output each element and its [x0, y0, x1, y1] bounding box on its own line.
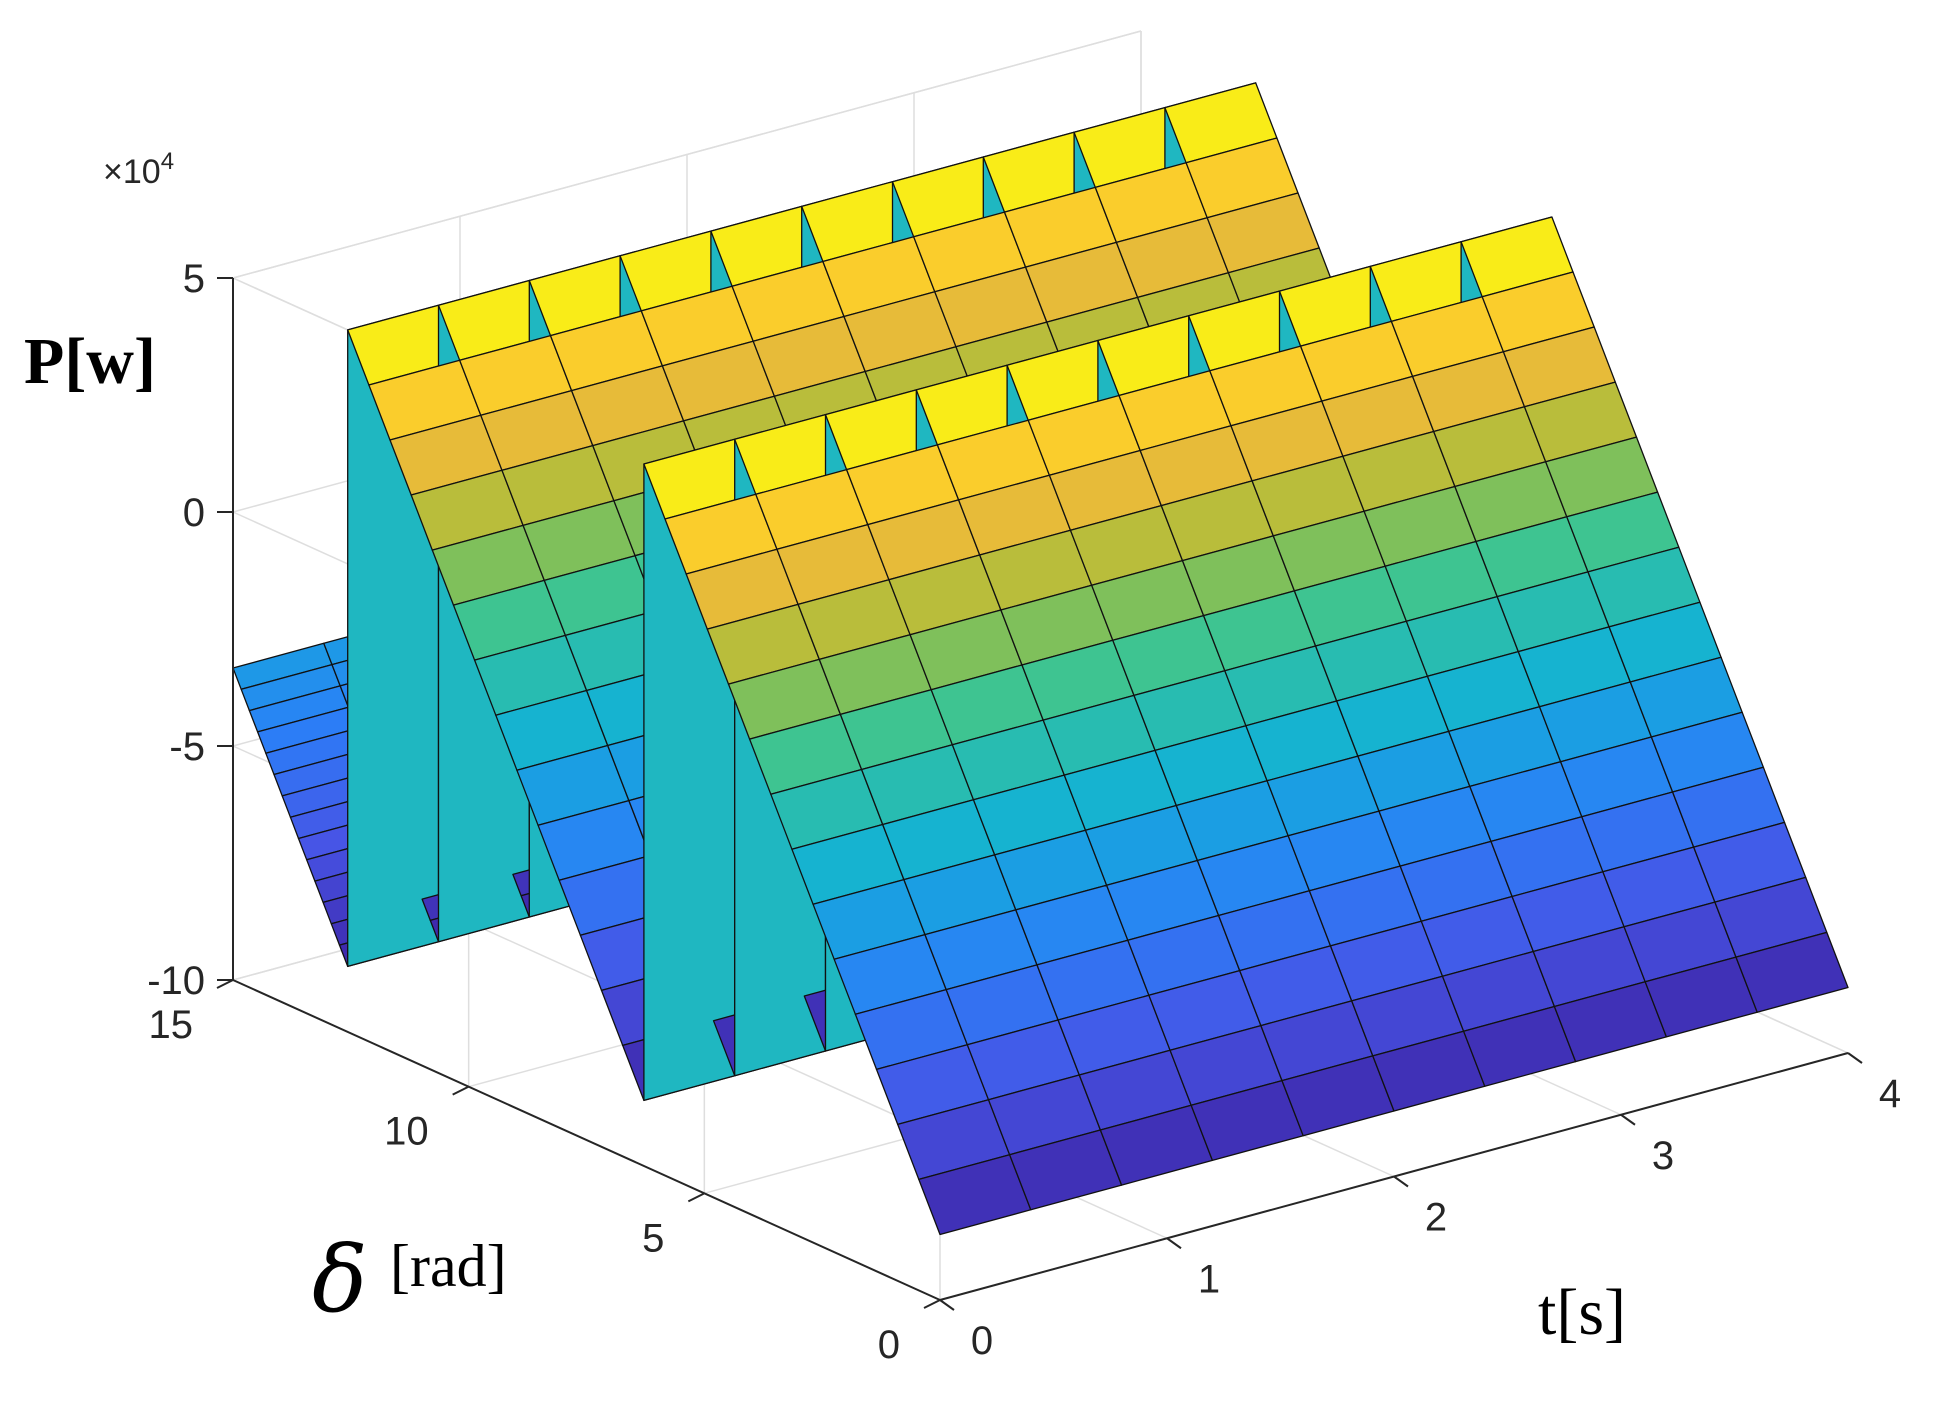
time-tick-label: 4 [1879, 1072, 1901, 1116]
z-tick-label: -10 [147, 959, 205, 1003]
delta-axis-line [232, 979, 941, 1301]
time-tick-mark [1393, 1175, 1409, 1188]
delta-tick-label: 15 [149, 1003, 194, 1047]
delta-tick-mark [216, 979, 234, 989]
z-exponent-label: ×104 [103, 148, 174, 191]
z-tick-label: 0 [183, 491, 205, 535]
time-tick-mark [1166, 1237, 1182, 1250]
y-axis-label-symbol: δ [312, 1226, 367, 1333]
time-tick-label: 3 [1652, 1134, 1674, 1178]
time-tick-label: 0 [971, 1319, 993, 1363]
box-edge [232, 30, 1142, 279]
surface-mesh [232, 82, 1849, 1236]
surface-face [1735, 931, 1849, 1013]
time-tick-label: 2 [1425, 1196, 1447, 1240]
delta-tick-label: 10 [384, 1110, 429, 1154]
delta-tick-label: 0 [878, 1323, 900, 1367]
axes-lines [216, 277, 1863, 1311]
delta-tick-mark [687, 1192, 705, 1203]
x-axis-label: t[s] [1538, 1276, 1626, 1349]
z-axis-label: P[w] [24, 325, 156, 398]
delta-tick-mark [923, 1299, 941, 1309]
delta-tick-label: 5 [642, 1216, 664, 1260]
tick-labels: -10 -5 0 5 0 5 10 15 0 1 2 3 4 [147, 257, 1901, 1367]
time-tick-label: 1 [1198, 1257, 1220, 1301]
delta-tick-mark [452, 1085, 470, 1096]
z-tick-label: 5 [183, 257, 205, 301]
time-tick-mark [1847, 1052, 1863, 1064]
time-tick-mark [1620, 1113, 1636, 1126]
time-tick-mark [939, 1299, 955, 1311]
y-axis-label-unit: [rad] [390, 1233, 507, 1299]
z-tick-label: -5 [169, 725, 205, 769]
